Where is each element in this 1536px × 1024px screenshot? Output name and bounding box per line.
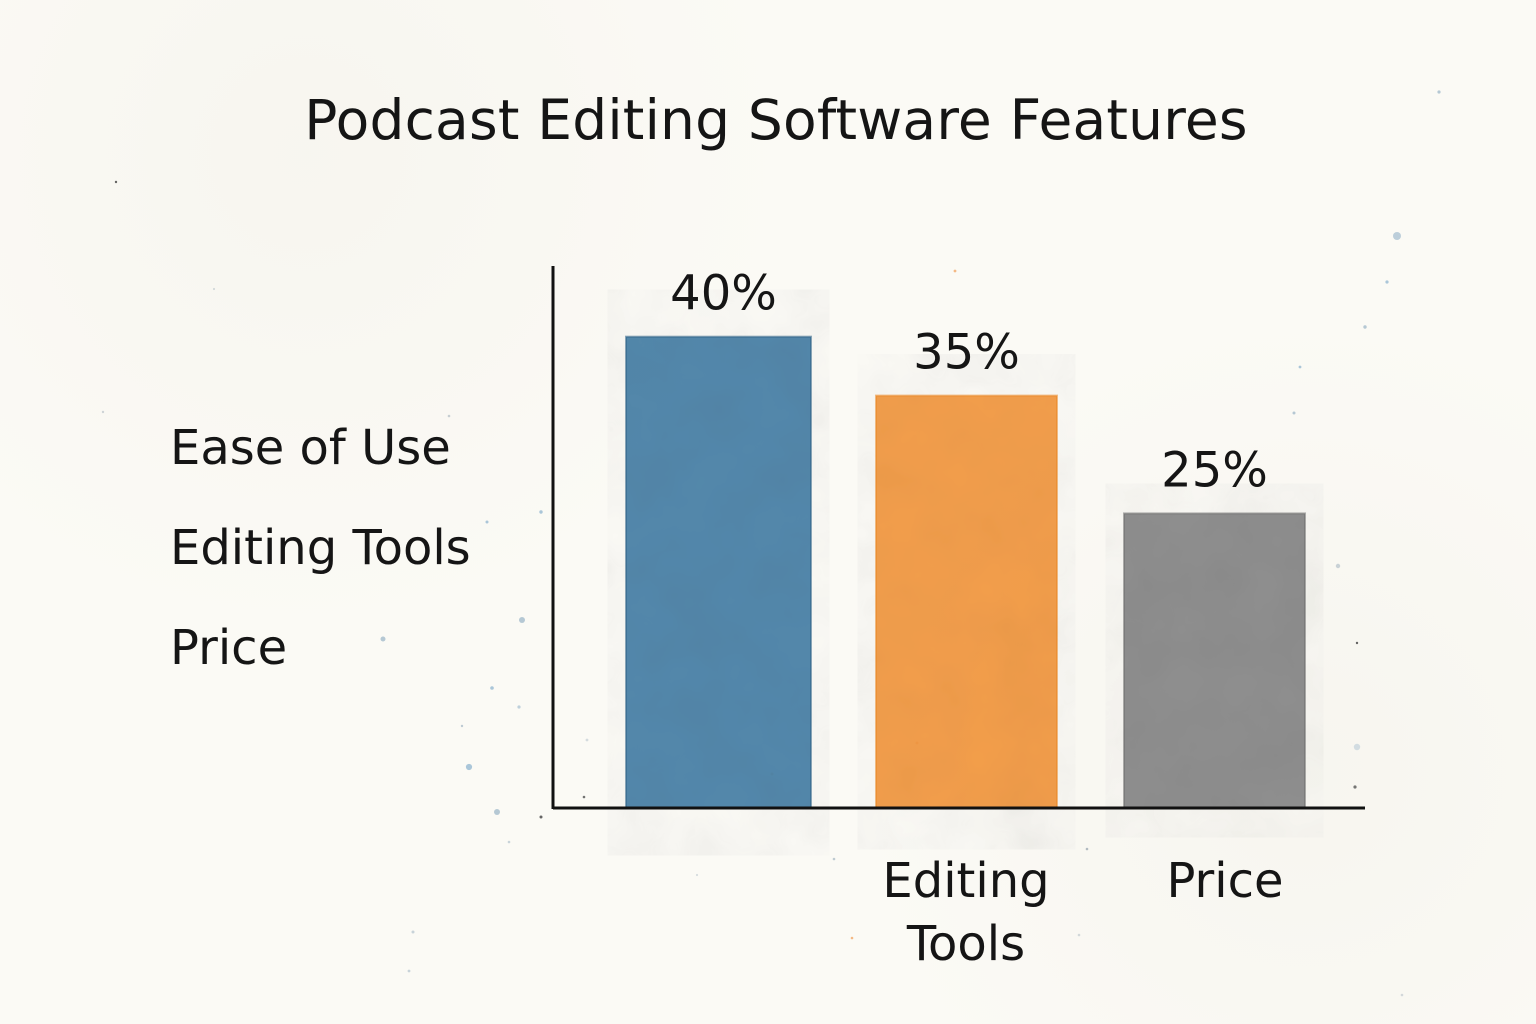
paper-speck-29 [1085, 847, 1089, 851]
paper-speck-17 [485, 520, 489, 524]
paper-speck-25 [407, 969, 411, 973]
category-label-2: Editing Tools [882, 853, 1049, 972]
value-label-2: 35% [913, 325, 1020, 381]
paper-speck-1 [1393, 232, 1401, 240]
paper-speck-13 [490, 686, 494, 690]
bars-layer [625, 335, 1306, 809]
paper-speck-23 [507, 840, 511, 844]
feature-legend: Ease of Use Editing Tools Price [170, 418, 471, 718]
paper-speck-27 [850, 936, 854, 940]
paper-speck-7 [1353, 785, 1357, 789]
paper-speck-34 [101, 410, 105, 414]
paper-speck-22 [494, 809, 500, 815]
paper-speck-16 [539, 510, 543, 514]
paper-speck-35 [212, 287, 216, 291]
paper-speck-8 [1298, 365, 1302, 369]
bar-1 [626, 336, 811, 808]
chart-title: Podcast Editing Software Features [304, 88, 1248, 152]
paper-speck-3 [1363, 325, 1367, 329]
paper-speck-15 [460, 724, 464, 728]
paper-speck-24 [411, 930, 415, 934]
paper-speckles [101, 90, 1441, 997]
paper-speck-20 [582, 795, 586, 799]
paper-speck-2 [1385, 280, 1389, 284]
paper-speck-21 [539, 815, 543, 819]
paper-speck-28 [832, 857, 836, 861]
paper-speck-14 [517, 705, 521, 709]
paper-speck-9 [953, 269, 957, 273]
paper-speck-6 [1353, 743, 1361, 751]
paper-speck-12 [380, 636, 386, 642]
paper-speck-4 [1292, 411, 1296, 415]
category-label-3: Price [1166, 853, 1283, 909]
labels-layer: 40% 35% 25% Editing Tools Price [670, 266, 1283, 972]
value-label-3: 25% [1161, 442, 1268, 498]
paper-speck-33 [114, 180, 118, 184]
bar-3 [1124, 513, 1305, 808]
paper-speck-26 [695, 873, 699, 877]
legend-item-editing-tools: Editing Tools [170, 520, 471, 576]
paper-speck-10 [465, 763, 473, 771]
paper-speck-32 [1400, 993, 1404, 997]
legend-item-ease-of-use: Ease of Use [170, 420, 451, 476]
value-label-1: 40% [670, 266, 777, 322]
paper-speck-31 [1437, 90, 1441, 94]
paper-speck-38 [1355, 641, 1359, 645]
paper-speck-18 [447, 414, 451, 418]
bar-2 [876, 395, 1057, 808]
paper-speck-30 [1077, 933, 1081, 937]
paper-speck-19 [585, 738, 589, 742]
legend-item-price: Price [170, 620, 288, 676]
paper-speck-11 [519, 617, 525, 623]
paper-speck-5 [1335, 563, 1341, 569]
